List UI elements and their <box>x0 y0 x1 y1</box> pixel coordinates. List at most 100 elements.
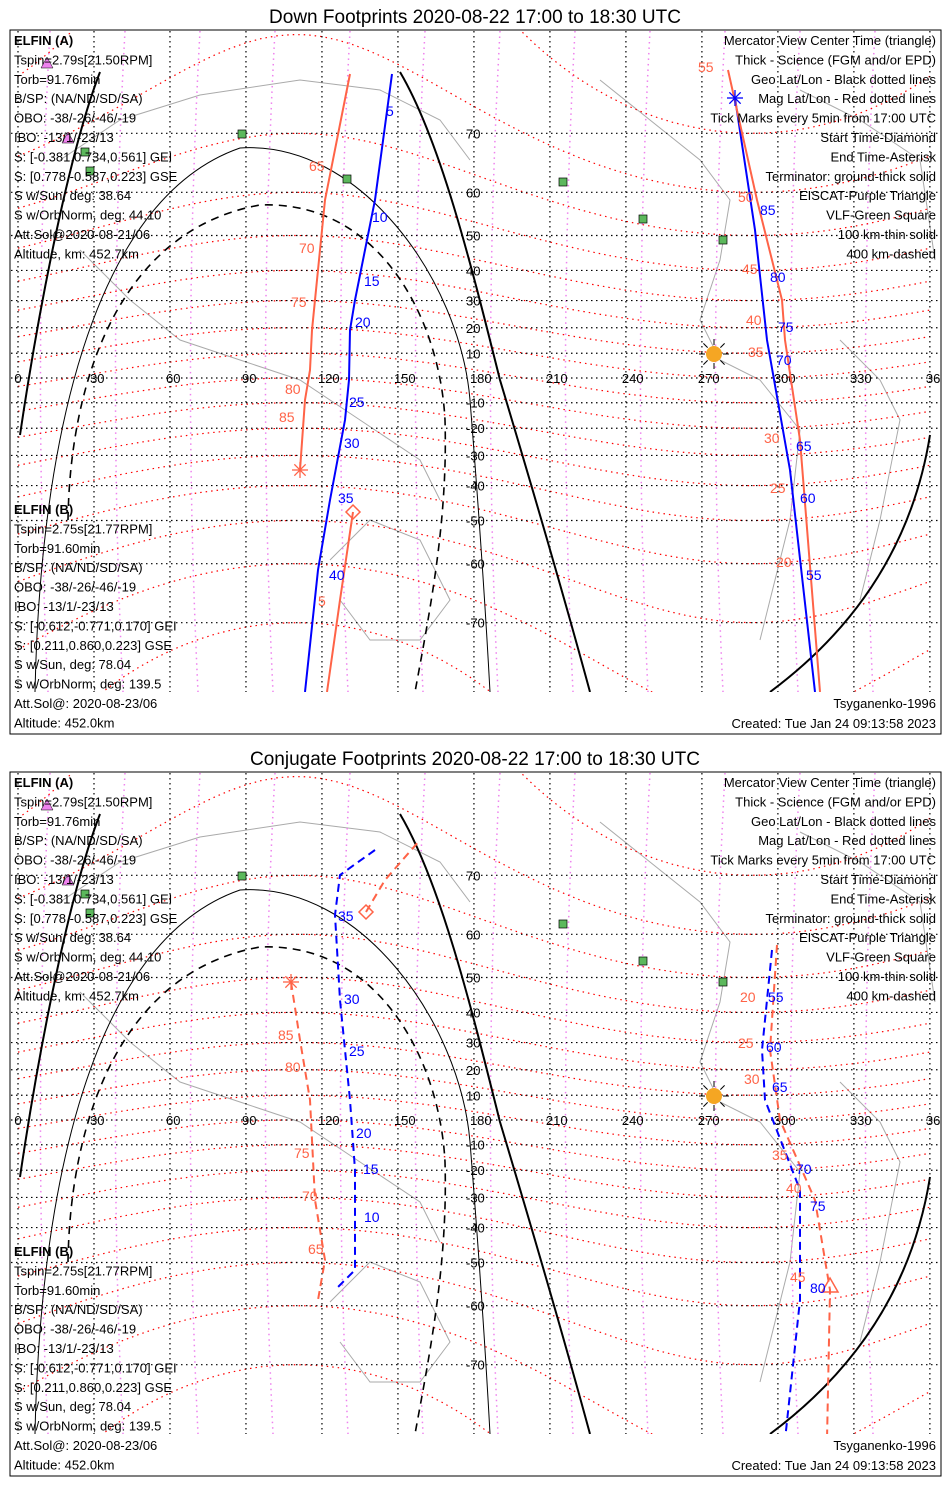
elfin-b-info-line: B/SP: (NA/ND/SD/SA) <box>14 560 143 575</box>
lon-label: 330 <box>850 1113 872 1128</box>
elfin-a-info-line: S w/OrbNorm, deg: 44.10 <box>14 208 161 223</box>
elfin-b-track <box>299 73 351 471</box>
elfin-a-info-line: Tspin=2.79s[21.50RPM] <box>14 794 152 809</box>
vlf-station-square-icon <box>80 147 90 157</box>
mag-lon-line <box>414 773 426 1434</box>
vlf-station-square-icon <box>237 871 247 881</box>
tick-label: 30 <box>344 435 360 451</box>
lat-label: 20 <box>466 1063 480 1078</box>
elfin-b-info-line: IBO: -13/1/-23/13 <box>14 1341 114 1356</box>
mag-lon-line <box>489 31 501 692</box>
lon-label: 180 <box>470 1113 492 1128</box>
elfin-b-track <box>365 839 421 913</box>
lat-label: -10 <box>466 1138 485 1153</box>
terminator-ground <box>399 813 591 1434</box>
elfin-b-info-line: S w/OrbNorm, deg: 139.5 <box>14 677 161 692</box>
lon-label: 90 <box>242 371 256 386</box>
coastline <box>59 821 471 903</box>
elfin-b-info-line: Att.Sol@: 2020-08-23/06 <box>14 1438 157 1453</box>
tick-label: 60 <box>766 1039 782 1055</box>
elfin-b-label: ELFIN (B) <box>14 502 73 517</box>
tick-label: 5 <box>386 103 394 119</box>
elfin-b-info-line: S: [0.211,0.860,0.223] GSE <box>14 638 172 653</box>
lat-label: -60 <box>466 1299 485 1314</box>
mag-lat-line <box>17 1169 931 1229</box>
tick-label: 85 <box>279 409 295 425</box>
lon-label: 150 <box>394 1113 416 1128</box>
terminator-ground <box>769 434 931 692</box>
mag-lon-line <box>564 31 576 692</box>
lat-label: 60 <box>466 185 480 200</box>
tick-label: 40 <box>786 1180 802 1196</box>
lat-label: 30 <box>466 294 480 309</box>
mag-lon-line <box>414 31 426 692</box>
elfin-b-info-line: Tspin=2.75s[21.77RPM] <box>14 521 152 536</box>
legend-line: Thick - Science (FGM and/or EPD) <box>735 794 936 809</box>
elfin-b-track <box>727 69 821 692</box>
coastline <box>599 821 801 1383</box>
tick-label: 65 <box>309 158 325 174</box>
lon-label: 270 <box>698 1113 720 1128</box>
tick-label: 85 <box>760 202 776 218</box>
lat-label: 40 <box>466 1005 480 1020</box>
legend-line: Mag Lat/Lon - Red dotted lines <box>758 91 936 106</box>
lon-label: 240 <box>622 1113 644 1128</box>
elfin-a-info-line: Altitude, km: 452.7km <box>14 246 139 261</box>
terminator-ground <box>19 813 101 1178</box>
elfin-a-info-line: Altitude, km: 452.7km <box>14 988 139 1003</box>
legend-line: Terminator: ground-thick solid <box>765 911 936 926</box>
legend-line: Mag Lat/Lon - Red dotted lines <box>758 833 936 848</box>
elfin-a-info-line: OBO: -38/-26/-46/-19 <box>14 853 136 868</box>
elfin-a-info-line: OBO: -38/-26/-46/-19 <box>14 111 136 126</box>
vlf-station-square-icon <box>342 174 352 184</box>
tick-label: 75 <box>810 1198 826 1214</box>
coastline <box>329 1261 451 1383</box>
vlf-station-square-icon <box>85 908 95 918</box>
mag-lon-line <box>714 773 726 1434</box>
mag-lat-line <box>17 1119 930 1171</box>
conjugate-footprints-panel: Conjugate Footprints 2020-08-22 17:00 to… <box>9 749 948 1477</box>
lon-label: 360 <box>926 1113 948 1128</box>
lat-label: -60 <box>466 557 485 572</box>
mag-lon-line <box>189 31 201 692</box>
lon-label: 360 <box>926 371 948 386</box>
lat-label: -40 <box>466 1221 485 1236</box>
mag-lon-line <box>864 31 876 692</box>
coastline <box>599 79 801 641</box>
tick-label: 70 <box>302 1188 318 1204</box>
map-area: 0 30 60 90 120 150 180 210 240 270 300 330 360 70 60 50… <box>11 773 948 1434</box>
lon-label: 330 <box>850 371 872 386</box>
tick-label: 20 <box>355 314 371 330</box>
lat-label: -20 <box>466 421 485 436</box>
tick-label: 35 <box>338 490 354 506</box>
sun-icon <box>699 1081 729 1111</box>
tick-label: 70 <box>776 352 792 368</box>
elfin-a-label: ELFIN (A) <box>14 775 73 790</box>
vlf-station-square-icon <box>237 129 247 139</box>
coastline <box>79 249 441 501</box>
lon-label: 150 <box>394 371 416 386</box>
created-timestamp: Created: Tue Jan 24 09:13:58 2023 <box>731 716 936 731</box>
tick-label: 45 <box>790 1269 806 1285</box>
elfin-b-info-line: S: [0.211,0.860,0.223] GSE <box>14 1380 172 1395</box>
lon-label: 180 <box>470 371 492 386</box>
created-timestamp: Created: Tue Jan 24 09:13:58 2023 <box>731 1458 936 1473</box>
eiscat-triangle-icon <box>61 873 75 886</box>
elfin-b-track <box>326 511 354 692</box>
elfin-a-info-line: Torb=91.76min <box>14 814 100 829</box>
legend-line: EISCAT-Purple Triangle <box>799 930 936 945</box>
legend-line: Start Time-Diamond <box>820 872 936 887</box>
legend-line: 100 km-thin solid <box>838 227 936 242</box>
end-time-asterisk-icon <box>292 462 308 478</box>
elfin-b-info-line: S w/Sun, deg: 78.04 <box>14 1399 131 1414</box>
elfin-b-label: ELFIN (B) <box>14 1244 73 1259</box>
tick-label: 40 <box>746 312 762 328</box>
legend-line: Mercator View Center Time (triangle) <box>724 775 936 790</box>
elfin-a-info-line: S w/OrbNorm, deg: 44.10 <box>14 950 161 965</box>
elfin-a-info-line: S: [0.778,-0.587,0.223] GSE <box>14 911 178 926</box>
coastline <box>799 89 936 261</box>
lon-label: 60 <box>166 1113 180 1128</box>
elfin-b-info-line: Tspin=2.75s[21.77RPM] <box>14 1263 152 1278</box>
elfin-b-info-line: Altitude: 452.0km <box>14 1457 114 1472</box>
lon-label: 0 <box>14 371 21 386</box>
